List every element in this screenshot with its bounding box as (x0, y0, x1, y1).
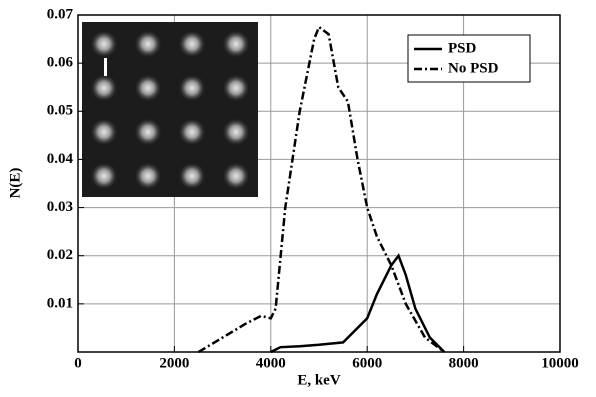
x-tick-label: 4000 (256, 355, 286, 371)
y-tick-label: 0.06 (47, 55, 74, 71)
y-tick-label: 0.04 (47, 151, 74, 167)
chart: PSD No PSD E, keV N(E) 0 2000 4000 6000 8000… (0, 0, 596, 392)
y-tick-label: 0.02 (47, 247, 73, 263)
y-tick-label: 0.05 (47, 103, 73, 119)
legend-label: No PSD (448, 60, 499, 76)
y-tick-label: 0.03 (47, 199, 73, 215)
y-tick-label: 0.07 (47, 6, 74, 22)
legend-label: PSD (448, 40, 477, 56)
inset-image (82, 22, 258, 197)
x-tick-label: 0 (74, 355, 82, 371)
x-tick-label: 8000 (449, 355, 479, 371)
x-tick-label: 6000 (352, 355, 382, 371)
x-axis-label: E, keV (297, 372, 341, 388)
page: {"chart_data": {"type": "line", "x_label… (0, 0, 596, 397)
legend: PSD No PSD (408, 35, 530, 82)
x-tick-label: 2000 (159, 355, 189, 371)
y-tick-label: 0.01 (47, 295, 73, 311)
x-tick-label: 10000 (541, 355, 579, 371)
y-axis-label: N(E) (7, 168, 23, 199)
